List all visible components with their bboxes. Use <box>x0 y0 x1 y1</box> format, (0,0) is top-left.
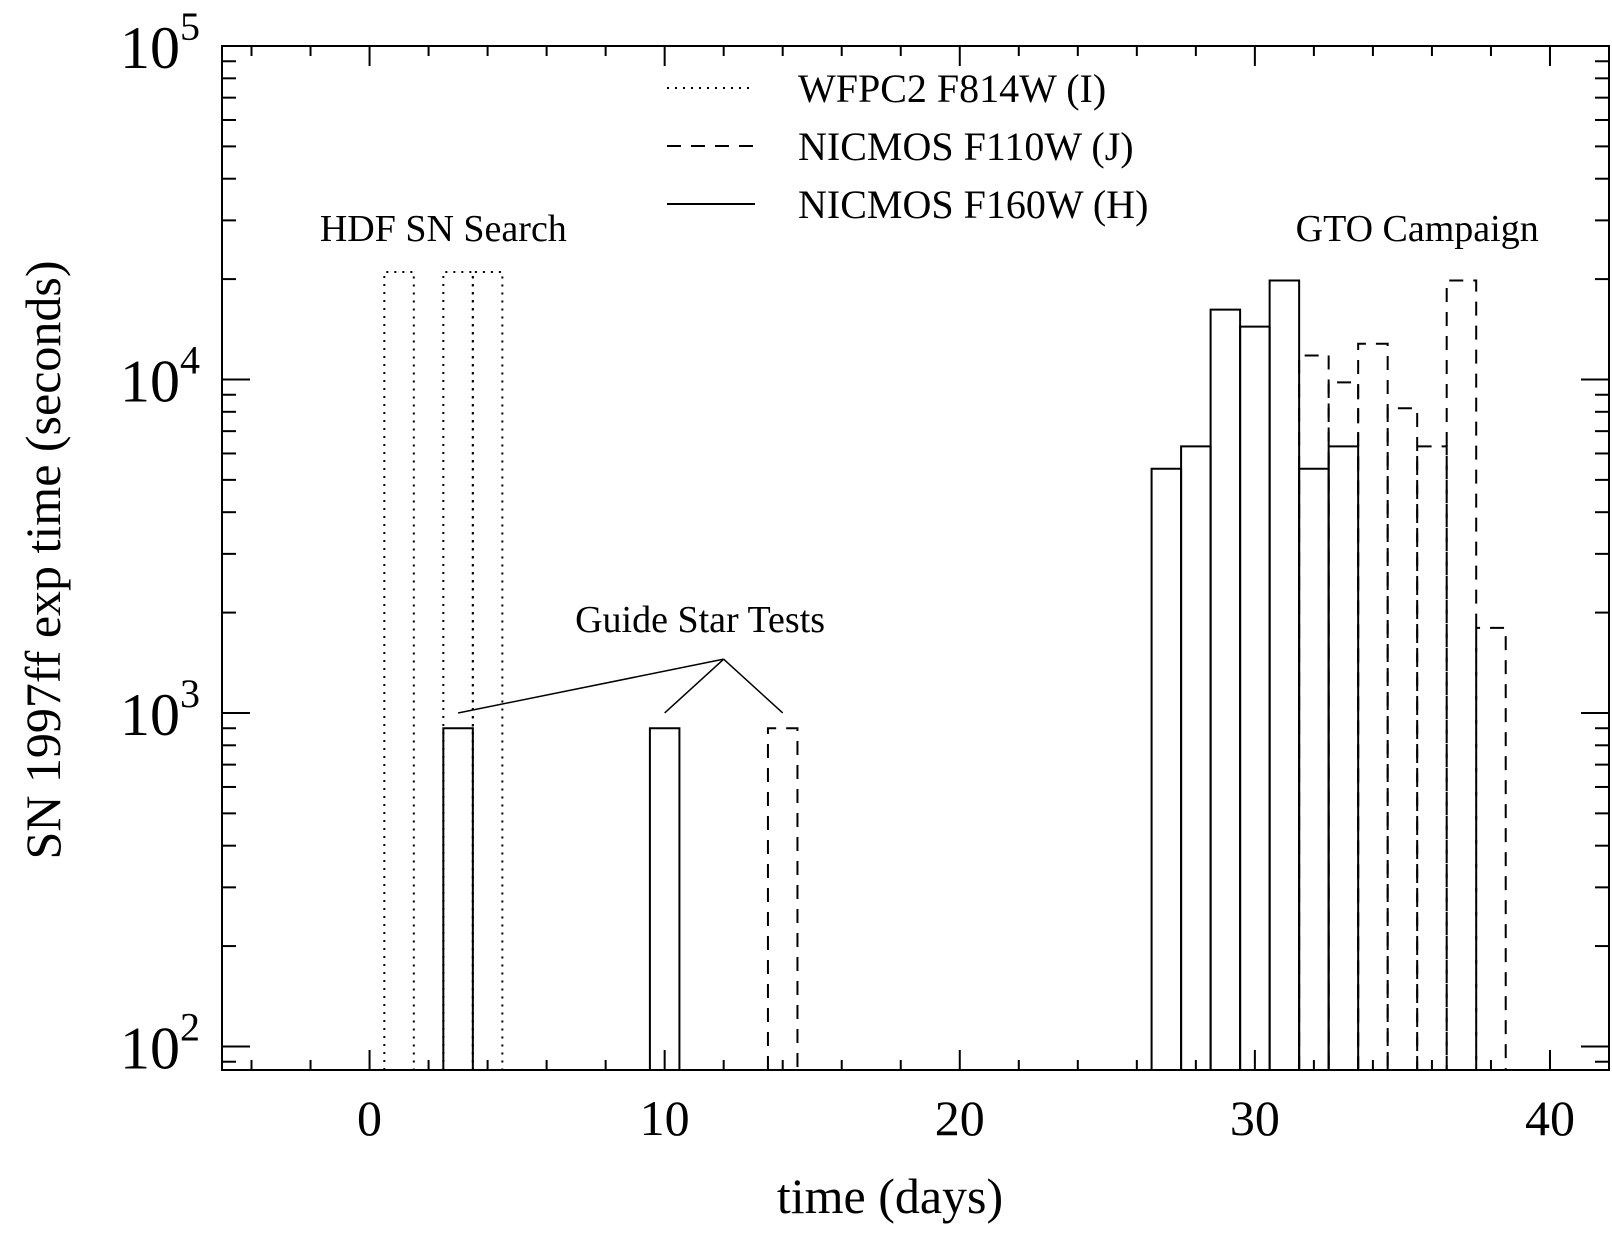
x-axis-label: time (days) <box>777 1168 1003 1224</box>
x-tick-label: 0 <box>357 1090 382 1146</box>
y-tick-label: 105 <box>120 4 200 81</box>
plot-frame <box>221 45 1610 1071</box>
bar-2-4 <box>1209 308 1242 1070</box>
x-tick-label: 10 <box>640 1090 690 1146</box>
bar-2-1 <box>648 727 681 1070</box>
annotation-0: HDF SN Search <box>320 208 567 250</box>
bar-2-8 <box>1327 445 1360 1070</box>
annotations: HDF SN Search GTO Campaign Guide Star Test… <box>320 208 1539 714</box>
annotation-pointer-0 <box>457 658 724 714</box>
annotation-pointer-1 <box>664 658 725 714</box>
bar-2-3 <box>1180 445 1212 1070</box>
legend-label-0: WFPC2 F814W (I) <box>798 66 1106 111</box>
bar-1-1 <box>1298 354 1330 1070</box>
bar-2-2 <box>1150 467 1183 1070</box>
bar-1-7 <box>1475 626 1507 1070</box>
legend-label-1: NICMOS F110W (J) <box>798 124 1134 169</box>
bar-0-1 <box>442 271 474 1070</box>
bar-1-5 <box>1416 445 1448 1070</box>
bar-1-6 <box>1445 279 1478 1070</box>
bar-2-0 <box>442 727 474 1070</box>
annotation-2: Guide Star Tests <box>575 599 825 641</box>
axes: 0 10 20 30 40 102 103 104 105 <box>120 4 1610 1146</box>
annotation-1: GTO Campaign <box>1296 208 1539 250</box>
legend-label-2: NICMOS F160W (H) <box>798 182 1148 227</box>
bar-1-3 <box>1357 342 1389 1070</box>
bar-2-5 <box>1239 325 1271 1070</box>
bar-0-2 <box>471 271 504 1070</box>
bar-1-0 <box>766 727 799 1070</box>
series-2 <box>442 279 1360 1070</box>
y-tick-label: 102 <box>120 1004 200 1081</box>
series-marks <box>383 271 1507 1070</box>
x-tick-label: 40 <box>1525 1090 1575 1146</box>
bar-2-6 <box>1268 279 1301 1070</box>
y-tick-label: 103 <box>120 671 200 748</box>
annotation-pointer-2 <box>723 658 784 714</box>
x-tick-label: 20 <box>935 1090 985 1146</box>
bar-1-2 <box>1327 381 1360 1070</box>
x-tick-label: 30 <box>1230 1090 1280 1146</box>
y-tick-label: 104 <box>120 337 200 414</box>
bar-0-0 <box>383 271 415 1070</box>
bar-1-4 <box>1386 407 1419 1070</box>
y-axis-label: SN 1997ff exp time (seconds) <box>15 261 71 860</box>
bar-2-7 <box>1298 467 1330 1070</box>
legend: WFPC2 F814W (I) NICMOS F110W (J) NICMOS F1… <box>667 66 1148 227</box>
series-1 <box>766 279 1507 1070</box>
